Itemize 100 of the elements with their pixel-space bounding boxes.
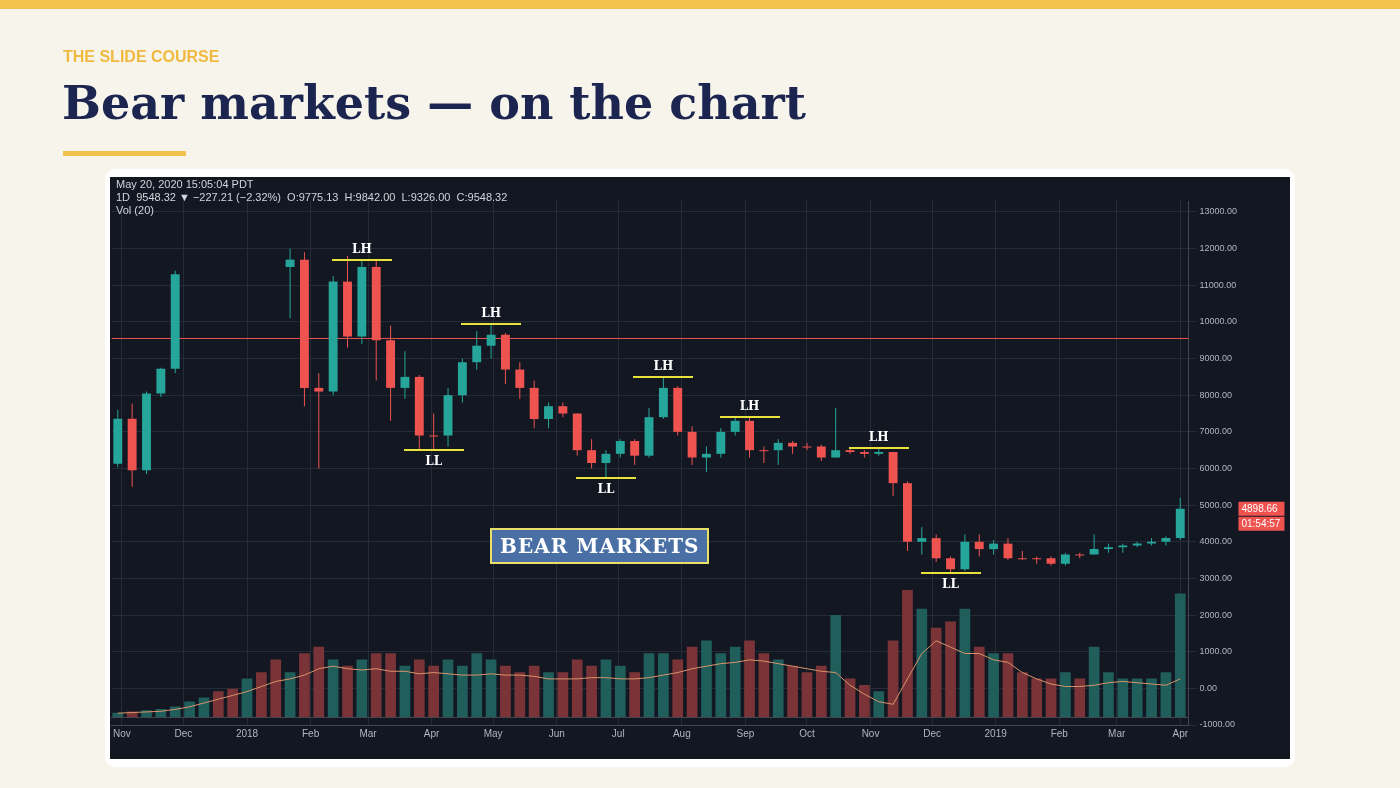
y-tick-label: 11000.00 [1199, 279, 1237, 290]
bar [514, 672, 526, 717]
annotation: LH [481, 305, 501, 320]
bar [629, 672, 641, 717]
text: May 20, 2020 15:05:04 PDT [116, 178, 254, 191]
bar [1060, 672, 1071, 717]
text: 01:54:57 [1241, 517, 1281, 529]
chart-title: Bear markets — on the chart [62, 76, 807, 130]
bar [284, 672, 296, 717]
candlestick [831, 407, 841, 458]
bar [413, 659, 425, 717]
bar [600, 659, 612, 717]
annotation: BEAR MARKETS [490, 528, 710, 564]
bar [1174, 593, 1186, 717]
annotation: LH [351, 241, 372, 256]
bar [485, 659, 497, 717]
bar [672, 659, 684, 717]
candlestick [773, 438, 783, 466]
bar [945, 621, 956, 717]
candlestick [1032, 555, 1042, 565]
bar [557, 672, 569, 717]
x-tick-label: Dec [174, 727, 193, 739]
bar [543, 672, 554, 717]
x-tick-label: Feb [1050, 727, 1069, 739]
bar [270, 659, 282, 717]
bar [815, 665, 827, 717]
candlestick [285, 248, 295, 319]
bar [658, 653, 669, 717]
bar [930, 627, 942, 717]
bar [614, 665, 626, 717]
bar [327, 659, 339, 717]
bar [227, 688, 239, 717]
x-tick-label: Mar [359, 727, 378, 739]
bar [744, 640, 755, 717]
x-tick-label: Apr [1172, 727, 1189, 739]
bar [571, 659, 583, 717]
annotation: LH [739, 399, 760, 414]
bar [299, 653, 310, 717]
x-tick-label: Jul [611, 727, 625, 739]
bar [643, 653, 655, 717]
bar [356, 659, 368, 717]
annotation: LL [942, 577, 960, 592]
y-tick-label: 13000.00 [1199, 206, 1238, 217]
candlestick [759, 446, 769, 464]
bar [973, 646, 985, 717]
candlestick [630, 438, 640, 466]
candlestick [974, 533, 984, 557]
bar [715, 653, 727, 717]
x-tick-label: Sep [736, 727, 755, 739]
y-tick-label: 2000.00 [1199, 609, 1233, 620]
x-tick-label: Apr [423, 727, 441, 739]
bar [428, 665, 440, 717]
candlestick [845, 447, 855, 455]
bar [701, 640, 712, 717]
bar [1146, 678, 1157, 717]
bar [1103, 672, 1114, 717]
x-tick-label: Nov [861, 727, 880, 739]
bar [801, 672, 813, 717]
bar [586, 665, 597, 717]
bar [528, 665, 540, 717]
y-tick-label: 1000.00 [1199, 646, 1233, 657]
y-tick-label: 10000.00 [1199, 316, 1238, 327]
bar [184, 701, 195, 717]
bar [212, 691, 224, 717]
candlestick [702, 446, 711, 473]
annotation: LL [597, 481, 615, 496]
candlestick [931, 533, 941, 563]
candlestick [515, 361, 525, 400]
bar [1074, 678, 1086, 717]
bar [500, 665, 511, 717]
bar [686, 646, 698, 717]
x-tick-label: Jun [548, 727, 565, 739]
bar [873, 691, 885, 717]
bar [471, 653, 483, 717]
bar [342, 665, 353, 717]
chart-subtitle: THE SLIDE COURSE [63, 48, 220, 66]
candlestick [314, 372, 324, 469]
candlestick [400, 350, 410, 400]
bar [1131, 678, 1143, 717]
annotation: LH [653, 359, 674, 374]
y-tick-label: 4000.00 [1199, 536, 1233, 547]
bar [772, 659, 784, 717]
bar [959, 608, 971, 717]
candlestick [730, 416, 740, 437]
bar [859, 684, 870, 717]
y-tick-label: 7000.00 [1199, 426, 1233, 437]
y-tick-label: 9000.00 [1199, 353, 1233, 364]
y-tick-label: 3000.00 [1199, 572, 1233, 583]
candlestick [1161, 535, 1171, 546]
bar [1016, 672, 1028, 717]
x-tick-label: 2019 [984, 727, 1008, 739]
bar [758, 653, 770, 717]
x-tick-label: Aug [672, 727, 691, 739]
y-tick-label: -1000.00 [1199, 719, 1235, 730]
bar [1160, 672, 1172, 717]
annotation: LH [868, 430, 889, 445]
bar [457, 665, 468, 717]
bar [916, 608, 928, 717]
bar [988, 653, 999, 717]
candlestick [544, 402, 553, 429]
